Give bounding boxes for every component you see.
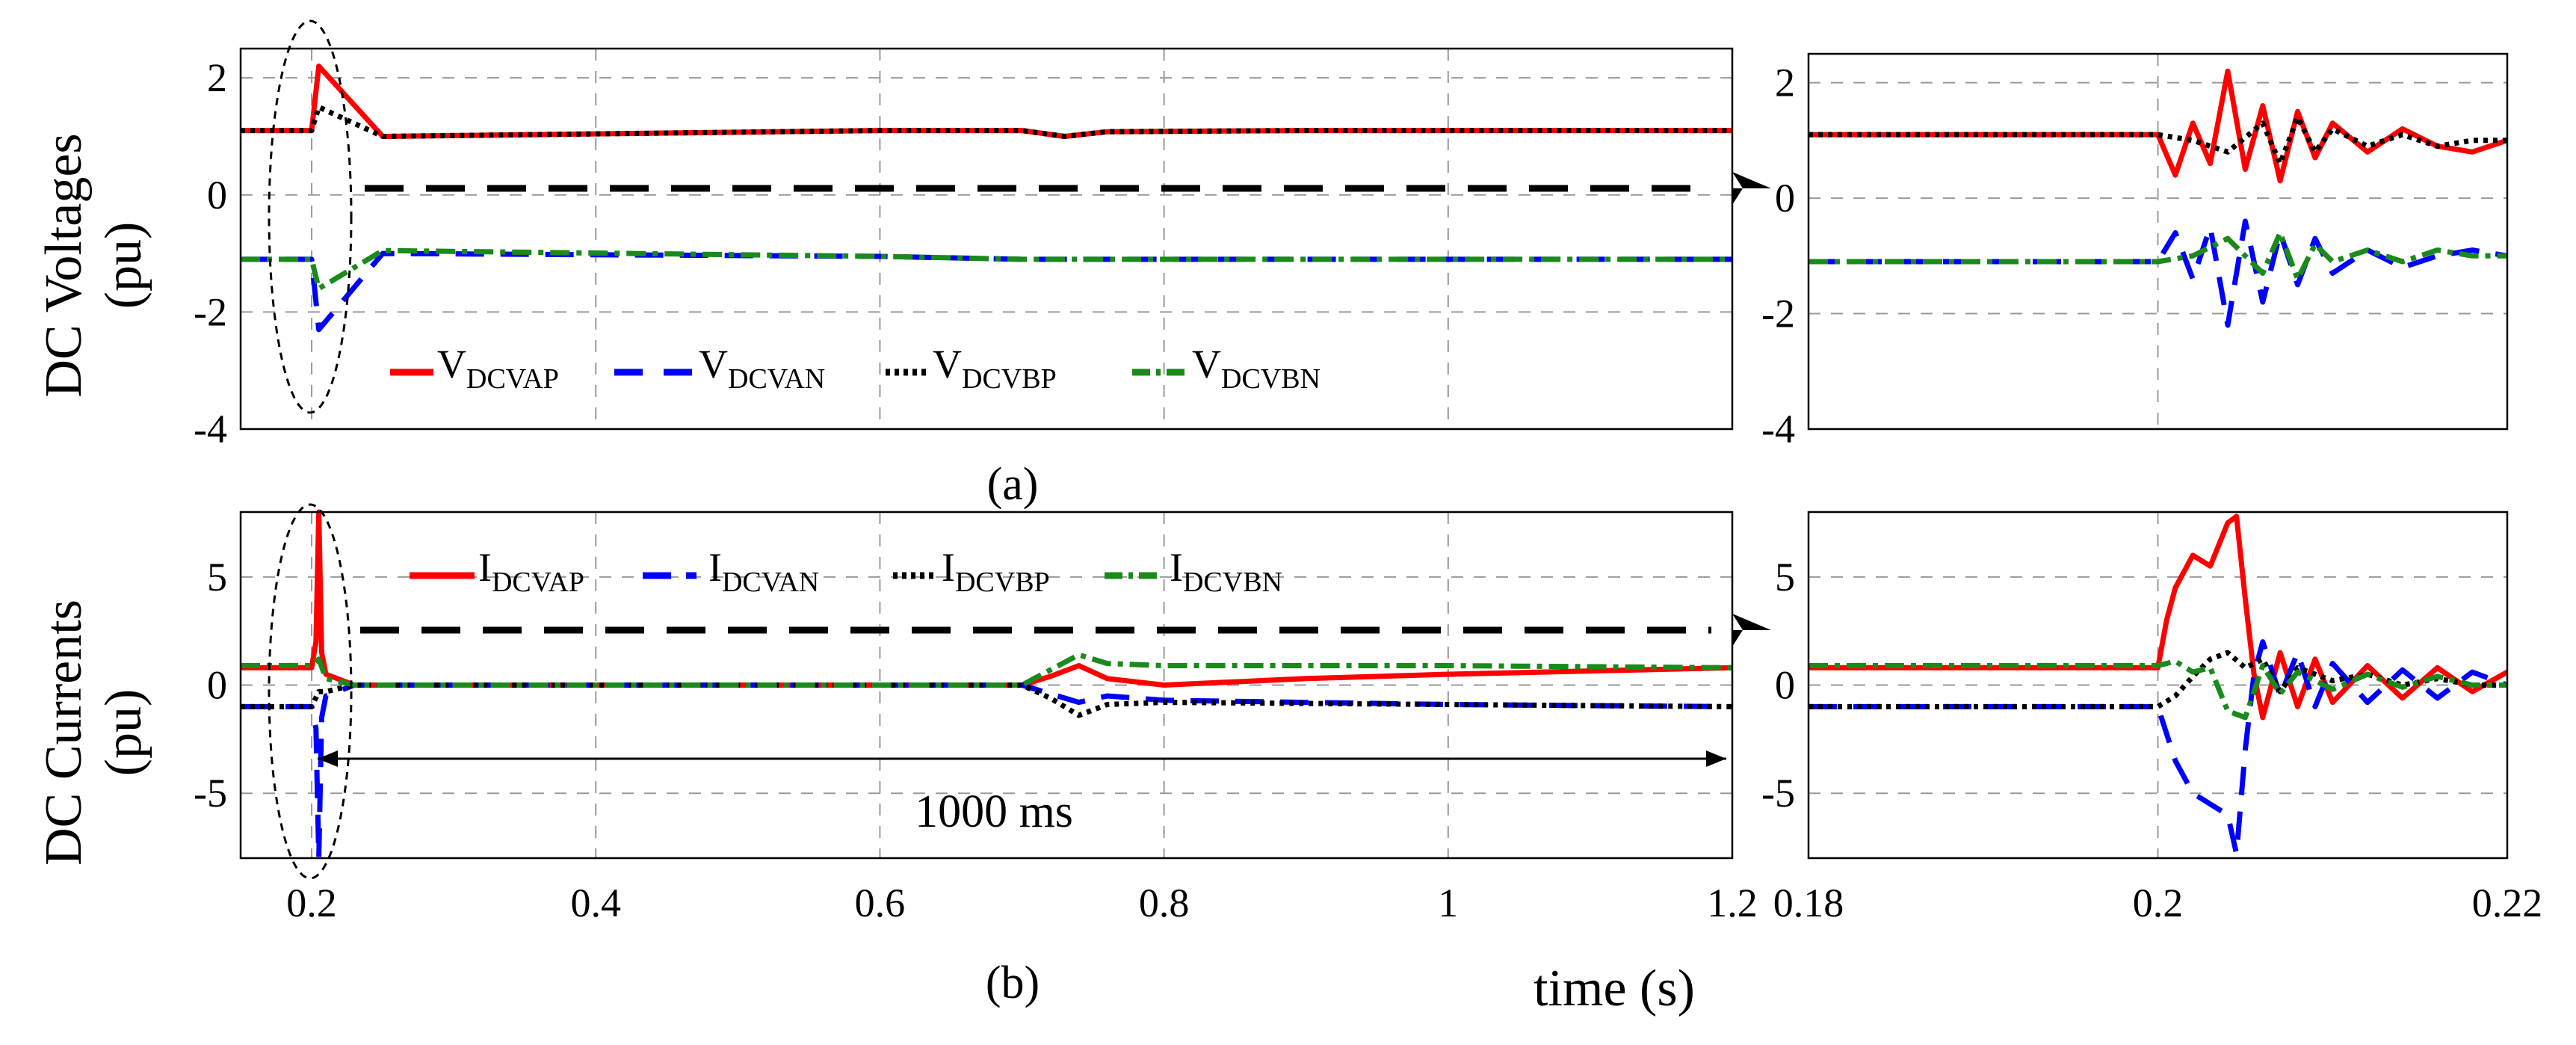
a_main-series-vdcvbn xyxy=(241,247,1732,292)
b_main-series-vdcvbn xyxy=(241,652,1733,688)
panel-a-zoom-plot: 2 0 -2 -4 xyxy=(1761,52,2509,451)
panel-a-ylabel-line2: (pu) xyxy=(95,222,152,309)
legend-i-idcvbn-label: IDCVBN xyxy=(1170,545,1282,598)
zoom-arrow-a-head xyxy=(1732,172,1771,205)
a_main-ytick-0: 2 xyxy=(207,55,227,100)
a_main-series-vdcvan xyxy=(241,250,1732,333)
b_main-xtick-1: 0.4 xyxy=(570,881,621,925)
b_main-axes-frame xyxy=(239,511,1734,860)
b_main-ytick-1: 0 xyxy=(207,663,227,708)
panel-a-ylabel-line1: DC Voltages xyxy=(35,133,93,397)
b_zoom-ytick-2: -5 xyxy=(1761,771,1795,816)
b_main-xtick-2: 0.6 xyxy=(855,881,906,925)
legend-currents: IDCVAP IDCVAN IDCVBP IDCVBN xyxy=(410,545,1282,598)
a_main-series-vdcvap xyxy=(241,64,1732,139)
span-arrow-right xyxy=(1706,750,1726,767)
legend-i-idcvbp-label: IDCVBP xyxy=(942,545,1050,598)
panel-b-main-plot: 5 0 -5 0.2 0.4 0.6 0.8 1 1.2 xyxy=(194,509,1758,925)
legend-v-vdcvap-label: VDCVAP xyxy=(437,342,559,395)
a_zoom-ytick-0: 2 xyxy=(1775,61,1795,105)
a_zoom-ytick-2: -2 xyxy=(1761,292,1795,336)
caption-b: (b) xyxy=(986,958,1040,1008)
b_zoom-xtick-1: 0.2 xyxy=(2133,881,2184,925)
b_zoom-xtick-2: 0.22 xyxy=(2472,881,2543,925)
b_main-xtick-0: 0.2 xyxy=(286,881,337,925)
a_main-ytick-2: -2 xyxy=(194,289,227,334)
b_zoom-xtick-0: 0.18 xyxy=(1773,881,1844,925)
a_zoom-series-vdcvbn xyxy=(1809,229,2507,282)
b_zoom-series-vdcvan xyxy=(1809,639,2509,857)
a_zoom-series-vdcvbp xyxy=(1809,114,2507,167)
x-axis-title: time (s) xyxy=(1533,960,1695,1017)
b_main-series-vdcvbp xyxy=(241,682,1733,718)
b_main-xtick-4: 1 xyxy=(1438,881,1458,925)
panel-a-main-plot: 2 0 -2 -4 xyxy=(194,47,1734,451)
a_zoom-series-vdcvan xyxy=(1809,218,2508,328)
legend-i-idcvap-label: IDCVAP xyxy=(478,545,584,598)
b_main-ytick-2: -5 xyxy=(194,771,227,816)
zoom-ellipse-a xyxy=(268,19,353,414)
span-annotation-label: 1000 ms xyxy=(915,786,1073,837)
b_main-xtick-3: 0.8 xyxy=(1139,881,1190,925)
b_main-ytick-0: 5 xyxy=(207,555,227,599)
a_main-axes-frame xyxy=(239,47,1734,431)
legend-v-vdcvbn-label: VDCVBN xyxy=(1192,342,1321,395)
b_main-xtick-5: 1.2 xyxy=(1707,881,1758,925)
zoom-arrow-b-head xyxy=(1732,614,1771,647)
legend-voltages: VDCVAP VDCVAN VDCVBP VDCVBN xyxy=(390,342,1321,395)
legend-v-vdcvan-label: VDCVAN xyxy=(699,342,825,395)
span-arrow-left xyxy=(318,750,338,767)
b_zoom-axes-frame xyxy=(1807,511,2509,860)
b_main-series-vdcvap xyxy=(241,509,1733,688)
b_zoom-ytick-1: 0 xyxy=(1775,663,1795,708)
legend-v-vdcvbp-label: VDCVBP xyxy=(933,342,1057,395)
b_zoom-series-vdcvbn xyxy=(1809,659,2507,721)
a_zoom-ytick-1: 0 xyxy=(1775,176,1795,221)
b_main-series-vdcvan xyxy=(241,682,1733,861)
caption-a: (a) xyxy=(987,459,1039,510)
a_zoom-axes-frame xyxy=(1807,52,2509,431)
zoom-ellipse-b xyxy=(268,503,353,880)
a_zoom-ytick-3: -4 xyxy=(1761,407,1795,451)
b_zoom-series-vdcvap xyxy=(1809,514,2509,721)
a_main-ytick-1: 0 xyxy=(207,173,227,218)
a_main-ytick-3: -4 xyxy=(194,407,227,451)
panel-b-zoom-plot: 5 0 -5 0.18 0.2 0.22 xyxy=(1761,511,2543,925)
a_main-series-vdcvbp xyxy=(241,104,1732,139)
b_zoom-series-vdcvbp xyxy=(1809,650,2507,709)
legend-i-idcvan-label: IDCVAN xyxy=(708,545,819,598)
b_zoom-ytick-0: 5 xyxy=(1775,555,1795,599)
panel-b-ylabel-line1: DC Currents xyxy=(35,599,93,866)
panel-b-ylabel-line2: (pu) xyxy=(95,689,152,777)
